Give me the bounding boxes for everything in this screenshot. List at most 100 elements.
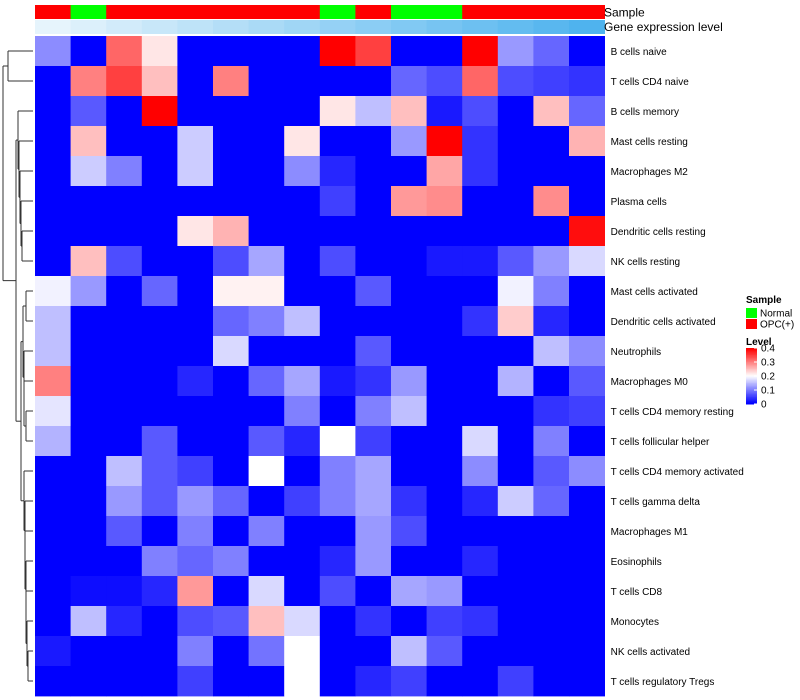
row-label: B cells naive [611,47,668,58]
heatmap-cell [462,426,499,457]
heatmap-cell [177,456,214,487]
sample-annotation-cell [141,5,178,19]
level-legend-gradient-step [746,366,757,369]
heatmap-cell [569,216,605,247]
heatmap-cell [141,276,178,307]
heatmap-cell [497,306,534,337]
heatmap-cell [319,186,356,217]
heatmap-cell [497,516,534,547]
expression-annotation-cell [355,20,392,34]
heatmap-cell [35,216,71,247]
sample-legend-label: Normal [760,309,792,320]
heatmap-cell [141,396,178,427]
heatmap-cell [569,336,605,367]
heatmap-cell [35,186,71,217]
heatmap-cell [70,606,107,637]
heatmap-cell [35,336,71,367]
heatmap-cell [70,546,107,577]
heatmap-cell [533,276,570,307]
sample-annotation-cell [569,5,605,19]
heatmap-cell [213,456,249,487]
heatmap-cell [355,186,392,217]
heatmap-cell [569,246,605,277]
level-legend-gradient-step [746,380,757,383]
heatmap-cell [141,426,178,457]
heatmap-cell [533,396,570,427]
heatmap-cell [462,186,499,217]
heatmap-cell [70,576,107,607]
heatmap-cell [355,516,392,547]
heatmap-cell [391,516,427,547]
heatmap-cell [213,576,249,607]
heatmap-cell [355,36,392,67]
heatmap-cell [426,456,463,487]
heatmap-cell [213,126,249,157]
heatmap-cell [391,636,427,667]
heatmap-cell [391,36,427,67]
heatmap-cell [284,246,321,277]
heatmap-cell [569,486,605,517]
row-label: Mast cells activated [611,287,698,298]
heatmap-cell [213,336,249,367]
heatmap-cell [35,306,71,337]
level-legend-tick-label: 0 [761,400,767,411]
level-legend-gradient-step [746,394,757,397]
heatmap-cell [533,96,570,127]
heatmap-cell [213,246,249,277]
heatmap-cell [355,606,392,637]
heatmap-cell [70,156,107,187]
sample-annotation-cell [177,5,214,19]
level-legend-gradient-step [746,397,757,399]
heatmap-cell [177,606,214,637]
expression-annotation-cell [497,20,534,34]
row-label: Plasma cells [611,197,667,208]
heatmap-cell [70,36,107,67]
heatmap-cell [569,396,605,427]
heatmap-cell [462,606,499,637]
heatmap-cell [391,156,427,187]
level-legend-gradient-step [746,367,757,370]
row-label: Dendritic cells activated [611,317,716,328]
heatmap-cell [319,666,356,697]
heatmap-cell [426,426,463,457]
heatmap-cell [497,156,534,187]
heatmap-cell [497,336,534,367]
heatmap-cell [141,546,178,577]
heatmap-cell [213,156,249,187]
level-legend-gradient-step [746,355,757,357]
heatmap-cell [391,216,427,247]
sample-annotation-cell [497,5,534,19]
heatmap-cell [426,396,463,427]
heatmap-cell [497,126,534,157]
heatmap-cell [355,276,392,307]
expression-annotation-cell [70,20,107,34]
heatmap-cell [177,216,214,247]
heatmap-cell [141,66,178,97]
heatmap-cell [177,336,214,367]
heatmap-cell [177,666,214,697]
sample-annotation-cell [284,5,321,19]
heatmap-cell [462,66,499,97]
heatmap-cell [319,336,356,367]
heatmap-cell [391,336,427,367]
sample-annotation-cell [248,5,285,19]
heatmap-cell [391,426,427,457]
heatmap-cell [141,216,178,247]
heatmap-cell [35,516,71,547]
heatmap-cell [355,426,392,457]
level-legend-gradient-step [746,385,757,388]
heatmap-cell [284,276,321,307]
heatmap-cell [284,456,321,487]
heatmap-cell [533,126,570,157]
heatmap-cell [177,306,214,337]
heatmap-cell [213,396,249,427]
heatmap-cell [35,426,71,457]
level-legend-gradient-step [746,378,757,381]
heatmap-cell [497,636,534,667]
sample-legend-swatch [746,319,757,329]
heatmap-cell [70,636,107,667]
level-legend-tick-label: 0.4 [761,344,775,355]
heatmap-cell [497,96,534,127]
heatmap-cell [106,606,143,637]
heatmap-cell [355,366,392,397]
